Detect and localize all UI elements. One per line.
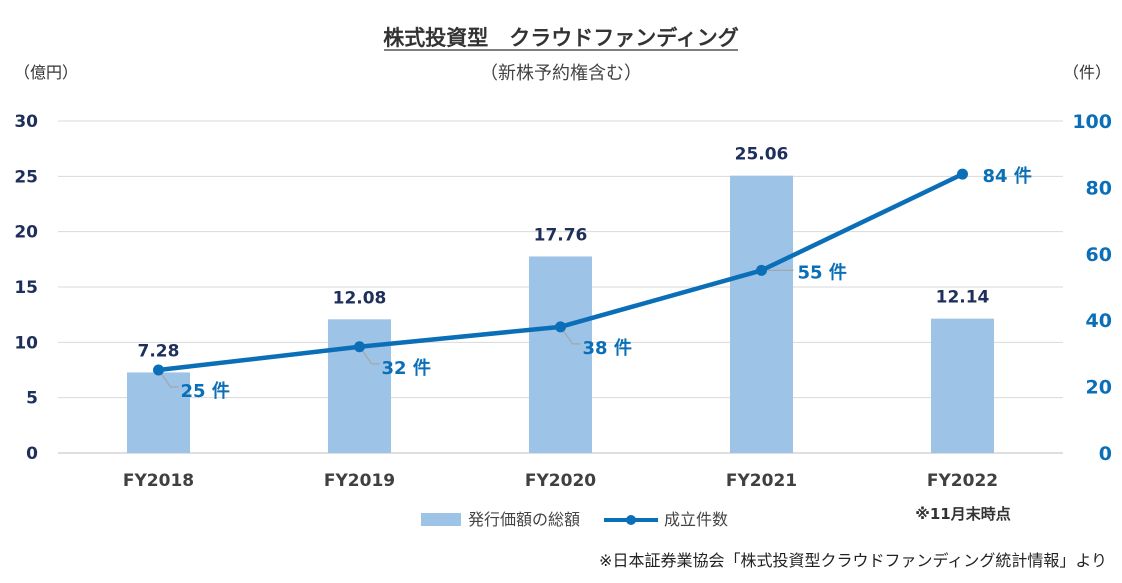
y-left-tick-label: 5	[26, 389, 38, 409]
line-marker	[756, 264, 767, 276]
bar-value-label: 12.08	[333, 288, 387, 308]
y-left-tick-label: 25	[14, 167, 38, 187]
x-tick-label: FY2018	[123, 471, 194, 491]
y-right-tick-label: 80	[1086, 177, 1112, 199]
x-tick-label: FY2019	[324, 471, 395, 491]
y-right-unit: （件）	[1063, 63, 1111, 82]
y-left-tick-label: 15	[14, 278, 38, 298]
leader-lines	[161, 269, 794, 388]
chart-title: 株式投資型 クラウドファンディング	[383, 26, 739, 50]
bar-value-label: 7.28	[138, 341, 180, 361]
y-right-tick-label: 20	[1086, 377, 1112, 399]
bar	[931, 318, 994, 453]
line-value-label: 55 件	[798, 261, 847, 283]
leader-line	[362, 350, 380, 365]
y-right-tick-label: 0	[1099, 443, 1112, 465]
x-tick-label: FY2021	[726, 471, 797, 491]
bar	[730, 175, 793, 454]
y-left-tick-label: 30	[14, 112, 38, 132]
y-right-tick-label: 40	[1086, 310, 1112, 332]
y-left-tick-label: 0	[26, 444, 38, 464]
line-marker	[957, 168, 968, 180]
legend: 発行価額の総額 成立件数	[421, 510, 728, 529]
legend-line-label: 成立件数	[664, 510, 728, 529]
bar-value-label: 25.06	[735, 145, 789, 165]
leader-line	[563, 330, 581, 345]
legend-line-marker	[626, 515, 636, 525]
line-marker	[153, 364, 164, 376]
bar-value-label: 17.76	[534, 225, 588, 245]
bar	[529, 256, 592, 453]
axes: 0 5 10 15 20 25 30 0 20 40 60 80 100 FY2018 FY2019 FY20…	[14, 111, 1112, 491]
bar	[127, 372, 190, 453]
y-left-tick-label: 10	[14, 333, 38, 353]
legend-bar-label: 発行価額の総額	[468, 510, 580, 529]
bar	[328, 319, 391, 453]
y-right-tick-label: 100	[1072, 111, 1112, 133]
line-value-label: 38 件	[583, 337, 632, 359]
data-labels: 7.28 12.08 17.76 25.06 12.14 25 件 32 件 38 件 55 件…	[138, 145, 1032, 402]
legend-bar-swatch	[421, 513, 461, 526]
bar-series	[127, 175, 994, 454]
x-tick-label: FY2022	[927, 471, 998, 491]
y-right-tick-label: 60	[1086, 244, 1112, 266]
line-value-label: 25 件	[181, 380, 230, 402]
line-value-label: 32 件	[382, 357, 431, 379]
bar-value-label: 12.14	[936, 288, 990, 308]
y-left-tick-label: 20	[14, 223, 38, 243]
line-series	[153, 168, 968, 376]
source-note: ※日本証券業協会「株式投資型クラウドファンディング統計情報」より	[599, 551, 1107, 570]
y-left-unit: （億円）	[14, 63, 78, 82]
leader-line	[161, 373, 179, 388]
line-marker	[354, 341, 365, 353]
fy2022-note: ※11月末時点	[915, 505, 1010, 523]
line-marker	[555, 321, 566, 333]
chart-subtitle: （新株予約権含む）	[480, 63, 642, 84]
line-value-label: 84 件	[983, 165, 1032, 187]
x-tick-label: FY2020	[525, 471, 596, 491]
